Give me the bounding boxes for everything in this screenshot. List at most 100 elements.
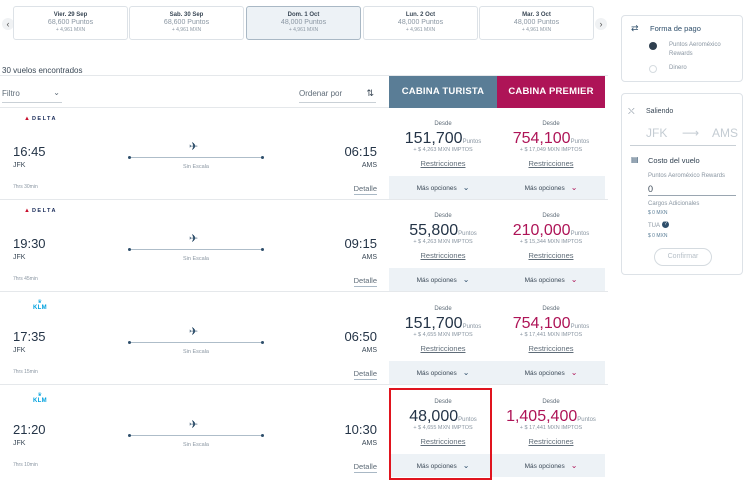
restrictions-link[interactable]: Restricciones	[420, 159, 466, 168]
prev-date-button[interactable]: ‹	[2, 18, 14, 30]
detail-link[interactable]: Detalle	[353, 276, 377, 287]
more-options-premier[interactable]: Más opciones ⌄	[524, 461, 578, 470]
fare-premier[interactable]: Desde 754,100Puntos + $ 17,441 MXN IMPTO…	[497, 293, 605, 361]
restrictions-link[interactable]: Restricciones	[528, 251, 574, 260]
fare-points: 754,100	[512, 130, 571, 147]
credit-card-icon: ▤	[631, 155, 639, 164]
chevron-down-icon: ⌄	[53, 88, 60, 97]
filter-dropdown[interactable]: Filtro ⌄	[2, 88, 62, 103]
points-unit: Puntos	[570, 139, 590, 145]
departure-airport: JFK	[13, 162, 26, 169]
sort-icon: ⇅	[366, 88, 374, 98]
divider	[630, 145, 736, 146]
flight-duration: 7hrs 15min	[13, 369, 38, 375]
delta-triangle-icon: ▲	[24, 208, 30, 214]
restrictions-link[interactable]: Restricciones	[420, 437, 466, 446]
more-options-premier[interactable]: Más opciones ⌄	[524, 368, 578, 377]
confirm-button[interactable]: Confirmar	[654, 248, 712, 266]
cargos-value: $ 0 MXN	[648, 210, 668, 216]
chevron-left-icon: ‹	[6, 19, 10, 29]
detail-link[interactable]: Detalle	[353, 369, 377, 380]
date-card-oct-2[interactable]: Lun. 2 Oct 48,000 Puntos + 4,961 MXN	[363, 6, 478, 40]
fare-turista[interactable]: Desde 48,000Puntos + $ 4,655 MXN IMPTOS …	[389, 386, 497, 454]
chevron-down-icon: ⌄	[570, 183, 578, 192]
fare-taxes: + $ 4,655 MXN IMPTOS	[413, 332, 473, 338]
restrictions-link[interactable]: Restricciones	[528, 437, 574, 446]
more-options-premier[interactable]: Más opciones ⌄	[524, 275, 578, 284]
fare-premier[interactable]: Desde 1,405,400Puntos + $ 17,441 MXN IMP…	[497, 386, 605, 454]
arrival-airport: AMS	[361, 162, 377, 169]
desde-label: Desde	[542, 306, 560, 312]
airline-logo-delta: ▲ DELTA	[24, 116, 57, 122]
more-options-turista[interactable]: Más opciones ⌄	[416, 183, 470, 192]
tab-cabina-turista[interactable]: CABINA TURISTA	[389, 76, 497, 108]
destination-code: AMS	[711, 126, 738, 140]
date-card-oct-1[interactable]: Dom. 1 Oct 48,000 Puntos + 4,961 MXN	[246, 6, 361, 40]
desde-label: Desde	[542, 399, 560, 405]
more-options-premier[interactable]: Más opciones ⌄	[524, 183, 578, 192]
points-input[interactable]: 0	[648, 184, 736, 196]
fare-turista[interactable]: Desde 55,800Puntos + $ 4,263 MXN IMPTOS …	[389, 200, 497, 268]
more-options-turista[interactable]: Más opciones ⌄	[416, 368, 470, 377]
fare-premier[interactable]: Desde 210,000Puntos + $ 15,344 MXN IMPTO…	[497, 200, 605, 268]
fare-points: 48,000	[409, 408, 459, 425]
departure-plane-icon: ⛌	[628, 106, 635, 116]
date-label: Vier. 29 Sep	[53, 12, 88, 18]
desde-label: Desde	[542, 121, 560, 127]
fare-taxes: + $ 4,263 MXN IMPTOS	[413, 239, 473, 245]
points-label: Puntos Aeroméxico Rewards	[648, 173, 726, 179]
payment-title: Forma de pago	[650, 24, 701, 33]
fare-points: 55,800	[409, 222, 459, 239]
flight-duration: 7hrs 45min	[13, 276, 38, 282]
sort-dropdown[interactable]: Ordenar por ⇅	[299, 88, 376, 103]
flight-row: ♛ KLM 21:20 JFK ✈ Sin Escala 10:30 AMS 7h…	[0, 386, 608, 478]
arrival-time: 09:15	[344, 236, 377, 251]
tua-value: $ 0 MXN	[648, 233, 668, 239]
more-options-turista[interactable]: Más opciones ⌄	[416, 461, 470, 470]
fare-premier[interactable]: Desde 754,100Puntos + $ 17,049 MXN IMPTO…	[497, 108, 605, 176]
arrival-time: 06:50	[344, 329, 377, 344]
fare-turista[interactable]: Desde 151,700Puntos + $ 4,263 MXN IMPTOS…	[389, 108, 497, 176]
restrictions-link[interactable]: Restricciones	[420, 251, 466, 260]
chevron-down-icon: ⌄	[570, 368, 578, 377]
detail-link[interactable]: Detalle	[353, 462, 377, 473]
arrow-right-icon: ⟶	[682, 126, 700, 140]
restrictions-link[interactable]: Restricciones	[528, 344, 574, 353]
radio-dinero[interactable]	[649, 65, 657, 73]
radio-puntos[interactable]	[649, 42, 657, 50]
more-options-bar: Más opciones ⌄ Más opciones ⌄	[389, 361, 605, 384]
help-icon[interactable]: ?	[662, 221, 669, 228]
date-card-sep-30[interactable]: Sab. 30 Sep 68,600 Puntos + 4,961 MXN	[129, 6, 244, 40]
more-options-bar: Más opciones ⌄ Más opciones ⌄	[389, 454, 605, 477]
saliendo-label: Saliendo	[646, 108, 674, 115]
flight-row: ▲ DELTA 16:45 JFK ✈ Sin Escala 06:15 AMS …	[0, 108, 608, 200]
airplane-icon: ✈	[189, 326, 199, 338]
filter-label: Filtro	[2, 89, 20, 98]
points-unit: Puntos	[462, 324, 482, 330]
fare-turista[interactable]: Desde 151,700Puntos + $ 4,655 MXN IMPTOS…	[389, 293, 497, 361]
date-card-sep-29[interactable]: Vier. 29 Sep 68,600 Puntos + 4,961 MXN	[13, 6, 128, 40]
date-points: 48,000 Puntos	[397, 19, 444, 26]
tab-cabina-premier[interactable]: CABINA PREMIER	[497, 76, 605, 108]
points-unit: Puntos	[458, 417, 477, 423]
fare-taxes: + $ 17,049 MXN IMPTOS	[519, 147, 583, 153]
stops-label: Sin Escala	[183, 442, 209, 448]
chevron-down-icon: ⌄	[462, 461, 470, 470]
chevron-down-icon: ⌄	[570, 275, 578, 284]
departure-time: 19:30	[13, 236, 46, 251]
arrival-airport: AMS	[361, 254, 377, 261]
date-card-oct-3[interactable]: Mar. 3 Oct 48,000 Puntos + 4,961 MXN	[479, 6, 594, 40]
date-money: + 4,961 MXN	[288, 27, 319, 33]
stops-label: Sin Escala	[183, 256, 209, 262]
date-label: Mar. 3 Oct	[522, 12, 551, 18]
departure-time: 21:20	[13, 422, 46, 437]
more-options-turista[interactable]: Más opciones ⌄	[416, 275, 470, 284]
fare-taxes: + $ 15,344 MXN IMPTOS	[519, 239, 583, 245]
chevron-down-icon: ⌄	[462, 275, 470, 284]
next-date-button[interactable]: ›	[595, 18, 607, 30]
restrictions-link[interactable]: Restricciones	[420, 344, 466, 353]
desde-label: Desde	[434, 121, 452, 127]
restrictions-link[interactable]: Restricciones	[528, 159, 574, 168]
airplane-icon: ✈	[189, 419, 199, 431]
detail-link[interactable]: Detalle	[353, 184, 377, 195]
